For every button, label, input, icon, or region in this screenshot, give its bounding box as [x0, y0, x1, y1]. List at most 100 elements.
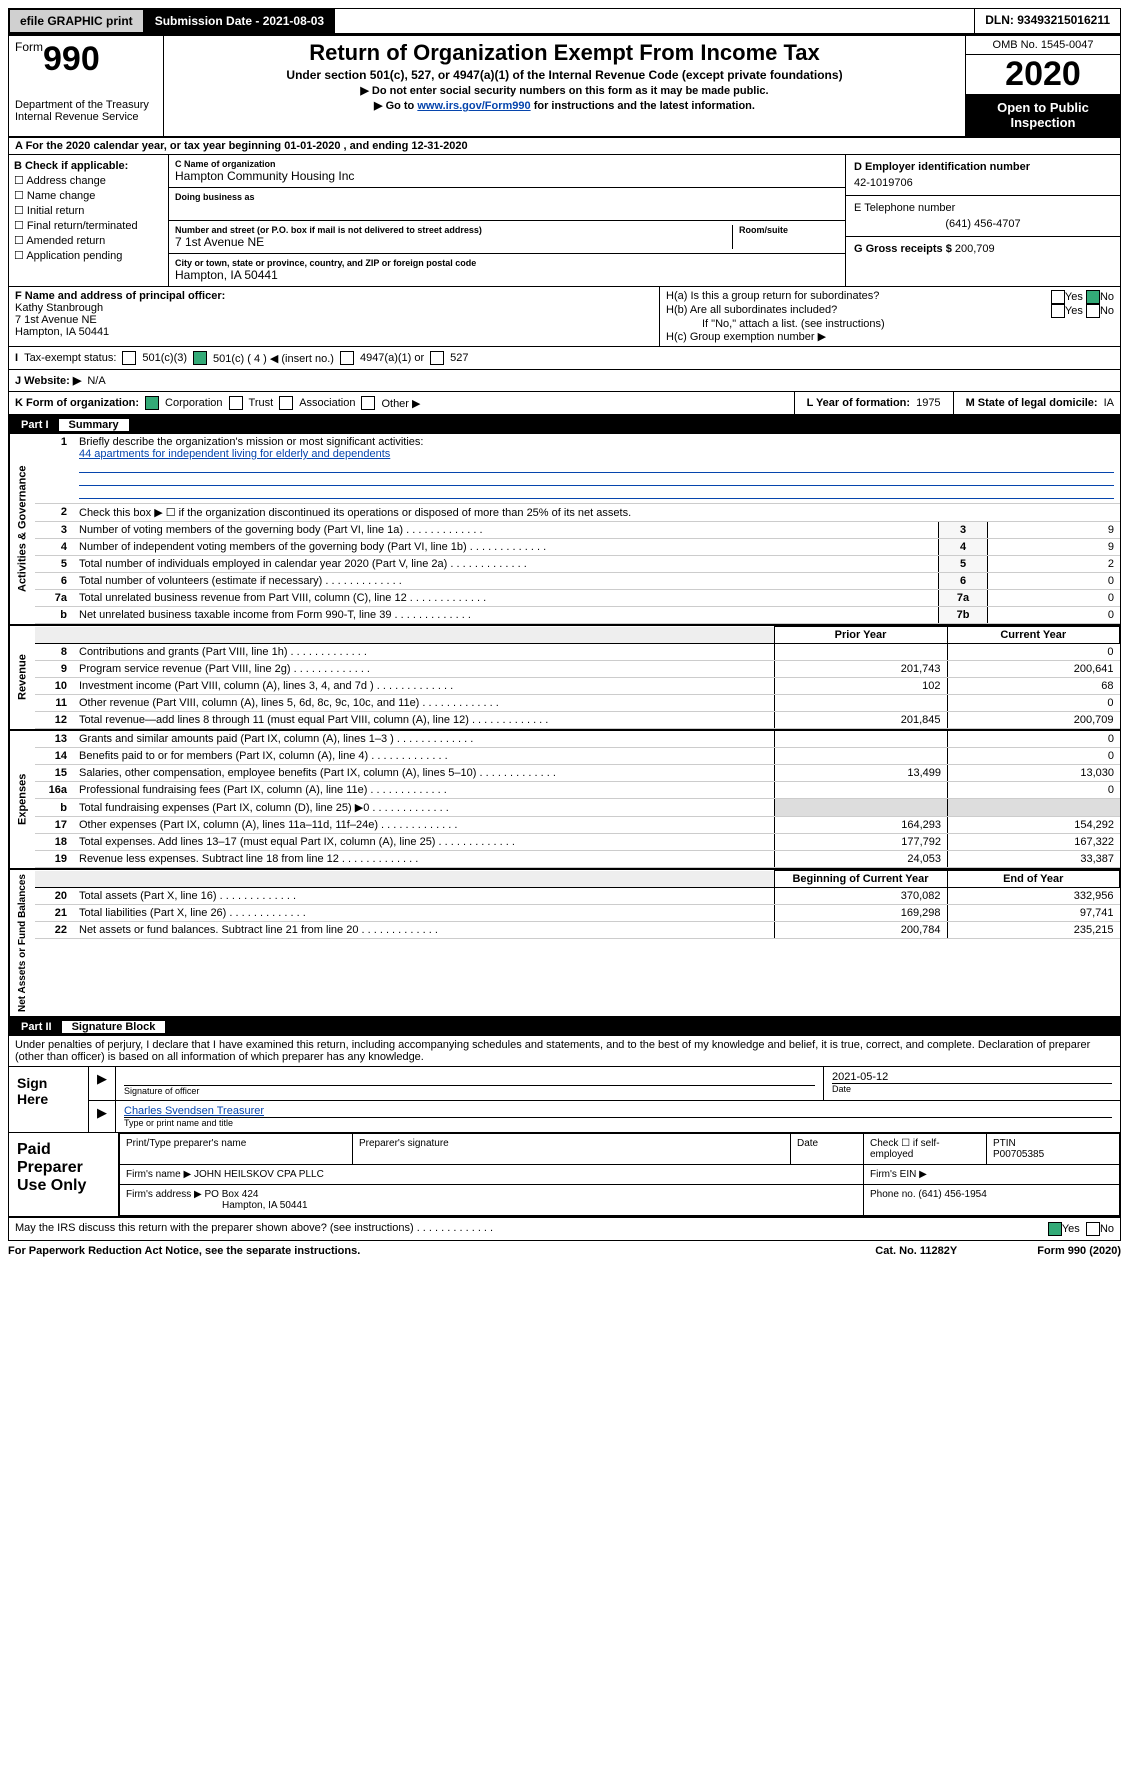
q7a: Total unrelated business revenue from Pa… [73, 590, 939, 607]
section-revenue: Revenue Prior YearCurrent Year 8Contribu… [8, 626, 1121, 731]
label-phone: E Telephone number [854, 202, 1112, 214]
firm-city: Hampton, IA 50441 [126, 1200, 308, 1211]
chk-address-change[interactable]: Address change [14, 174, 163, 187]
chk-name-change[interactable]: Name change [14, 189, 163, 202]
chk-final-return[interactable]: Final return/terminated [14, 219, 163, 232]
table-row: Other revenue (Part VIII, column (A), li… [73, 695, 774, 712]
h-prep-date: Date [791, 1134, 864, 1165]
form-number: Form990 [15, 40, 157, 79]
q6: Total number of volunteers (estimate if … [73, 573, 939, 590]
officer-group-box: F Name and address of principal officer:… [8, 287, 1121, 347]
signature-block: Sign Here Signature of officer 2021-05-1… [8, 1067, 1121, 1133]
paid-preparer-block: Paid Preparer Use Only Print/Type prepar… [8, 1133, 1121, 1218]
officer-addr: 7 1st Avenue NE [15, 314, 653, 326]
sign-here-label: Sign Here [9, 1067, 89, 1132]
table-row: Contributions and grants (Part VIII, lin… [73, 644, 774, 661]
chk-assoc[interactable] [279, 396, 293, 410]
form-header: Form990 Department of the Treasury Inter… [8, 36, 1121, 138]
section-netassets: Net Assets or Fund Balances Beginning of… [8, 870, 1121, 1018]
v7a: 0 [988, 590, 1121, 607]
hc-label: H(c) Group exemption number ▶ [666, 330, 1114, 343]
label-dba: Doing business as [175, 192, 839, 202]
part1-header: Part ISummary [8, 416, 1121, 434]
officer-city: Hampton, IA 50441 [15, 326, 653, 338]
phone: (641) 456-4707 [854, 218, 1112, 230]
label-sign-date: Date [832, 1083, 1112, 1094]
chk-corp[interactable] [145, 396, 159, 410]
table-row: Total revenue—add lines 8 through 11 (mu… [73, 712, 774, 729]
topbar: efile GRAPHIC print Submission Date - 20… [8, 8, 1121, 34]
label-printed-name: Type or print name and title [124, 1117, 1112, 1128]
side-revenue: Revenue [9, 626, 35, 729]
chk-527[interactable] [430, 351, 444, 365]
table-row: Other expenses (Part IX, column (A), lin… [73, 817, 775, 834]
table-row: Professional fundraising fees (Part IX, … [73, 782, 775, 799]
website: N/A [87, 375, 105, 387]
org-name: Hampton Community Housing Inc [175, 169, 839, 183]
h-self-employed: Check ☐ if self-employed [864, 1134, 987, 1165]
chk-trust[interactable] [229, 396, 243, 410]
submission-date-button[interactable]: Submission Date - 2021-08-03 [144, 9, 335, 33]
form-note2: ▶ Go to www.irs.gov/Form990 for instruct… [170, 99, 959, 112]
efile-button[interactable]: efile GRAPHIC print [9, 9, 144, 33]
dln-label: DLN: 93493215016211 [974, 9, 1120, 33]
part2-header: Part IISignature Block [8, 1018, 1121, 1036]
hb-note: If "No," attach a list. (see instruction… [666, 318, 1114, 330]
section-governance: Activities & Governance 1 Briefly descri… [8, 434, 1121, 626]
ein: 42-1019706 [854, 177, 1112, 189]
entity-box: B Check if applicable: Address change Na… [8, 155, 1121, 287]
table-row: Program service revenue (Part VIII, line… [73, 661, 774, 678]
discuss-no[interactable] [1086, 1222, 1100, 1236]
v6: 0 [988, 573, 1121, 590]
open-to-public: Open to Public Inspection [966, 94, 1120, 136]
officer-name: Kathy Stanbrough [15, 302, 653, 314]
label-gross: G Gross receipts $ [854, 243, 952, 255]
chk-501c[interactable] [193, 351, 207, 365]
revenue-table: Prior YearCurrent Year 8Contributions an… [35, 626, 1120, 729]
discuss-q: May the IRS discuss this return with the… [15, 1222, 1048, 1236]
table-row: Total fundraising expenses (Part IX, col… [73, 799, 775, 817]
table-row: Salaries, other compensation, employee b… [73, 765, 775, 782]
irs-link[interactable]: www.irs.gov/Form990 [417, 100, 530, 112]
ha-yes[interactable] [1051, 290, 1065, 304]
side-netassets: Net Assets or Fund Balances [9, 870, 35, 1016]
ha-label: H(a) Is this a group return for subordin… [666, 290, 1051, 304]
discuss-row: May the IRS discuss this return with the… [8, 1218, 1121, 1241]
chk-other[interactable] [361, 396, 375, 410]
chk-initial-return[interactable]: Initial return [14, 204, 163, 217]
chk-app-pending[interactable]: Application pending [14, 249, 163, 262]
dept-label: Department of the Treasury Internal Reve… [15, 99, 157, 123]
ptin: P00705385 [993, 1149, 1044, 1160]
q4: Number of independent voting members of … [73, 539, 939, 556]
chk-amended[interactable]: Amended return [14, 234, 163, 247]
chk-501c3[interactable] [122, 351, 136, 365]
hb-yes[interactable] [1051, 304, 1065, 318]
label-officer: F Name and address of principal officer: [15, 290, 653, 302]
hb-no[interactable] [1086, 304, 1100, 318]
netassets-table: Beginning of Current YearEnd of Year 20T… [35, 870, 1120, 939]
form-note1: ▶ Do not enter social security numbers o… [170, 84, 959, 97]
gross-receipts: 200,709 [955, 243, 995, 255]
v5: 2 [988, 556, 1121, 573]
side-governance: Activities & Governance [9, 434, 35, 624]
q2: Check this box ▶ ☐ if the organization d… [73, 504, 1120, 522]
discuss-yes[interactable] [1048, 1222, 1062, 1236]
tax-year: 2020 [966, 55, 1120, 94]
chk-4947[interactable] [340, 351, 354, 365]
street-address: 7 1st Avenue NE [175, 235, 732, 249]
state-domicile: IA [1104, 397, 1114, 409]
year-formation: 1975 [916, 397, 940, 409]
form-footer: Form 990 (2020) [1037, 1245, 1121, 1257]
ha-no[interactable] [1086, 290, 1100, 304]
table-row: Total expenses. Add lines 13–17 (must eq… [73, 834, 775, 851]
table-row: Revenue less expenses. Subtract line 18 … [73, 851, 775, 868]
table-row: Grants and similar amounts paid (Part IX… [73, 731, 775, 748]
v7b: 0 [988, 607, 1121, 624]
q7b: Net unrelated business taxable income fr… [73, 607, 939, 624]
table-row: Net assets or fund balances. Subtract li… [73, 922, 774, 939]
city-state-zip: Hampton, IA 50441 [175, 268, 839, 282]
label-ein: D Employer identification number [854, 161, 1112, 173]
form-title: Return of Organization Exempt From Incom… [170, 40, 959, 66]
label-firm-ein: Firm's EIN ▶ [864, 1165, 1120, 1185]
q3: Number of voting members of the governin… [73, 522, 939, 539]
